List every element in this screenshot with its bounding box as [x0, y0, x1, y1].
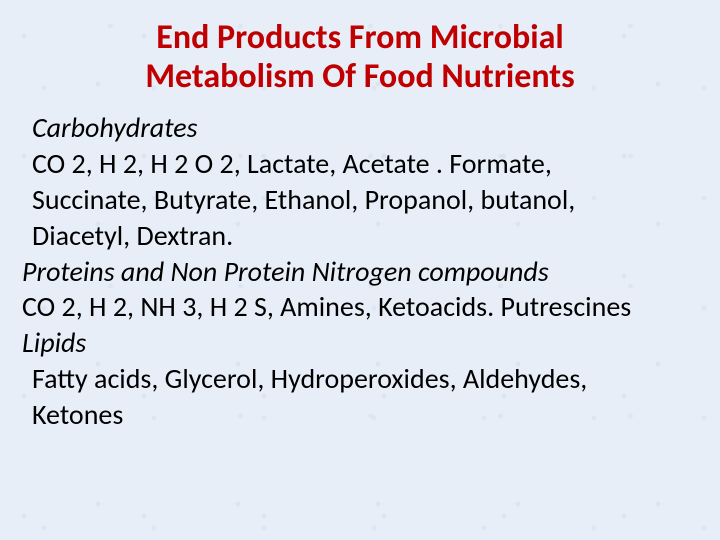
section-heading-carbohydrates: Carbohydrates [22, 110, 704, 146]
slide-title: End Products From Microbial Metabolism O… [45, 18, 675, 96]
section-heading-proteins: Proteins and Non Protein Nitrogen compou… [22, 254, 704, 290]
carbs-line-2: Succinate, Butyrate, Ethanol, Propanol, … [22, 182, 704, 218]
slide-container: End Products From Microbial Metabolism O… [0, 0, 720, 540]
carbs-line-1: CO 2, H 2, H 2 O 2, Lactate, Acetate . F… [22, 146, 704, 182]
section-heading-lipids: Lipids [22, 325, 704, 361]
proteins-line-1: CO 2, H 2, NH 3, H 2 S, Amines, Ketoacid… [22, 289, 704, 325]
slide-body: Carbohydrates CO 2, H 2, H 2 O 2, Lactat… [10, 110, 710, 432]
carbs-line-3: Diacetyl, Dextran. [22, 218, 704, 254]
title-line-1: End Products From Microbial [156, 17, 563, 58]
lipids-line-1: Fatty acids, Glycerol, Hydroperoxides, A… [22, 361, 704, 397]
lipids-line-2: Ketones [22, 397, 704, 433]
title-line-2: Metabolism Of Food Nutrients [145, 56, 574, 97]
